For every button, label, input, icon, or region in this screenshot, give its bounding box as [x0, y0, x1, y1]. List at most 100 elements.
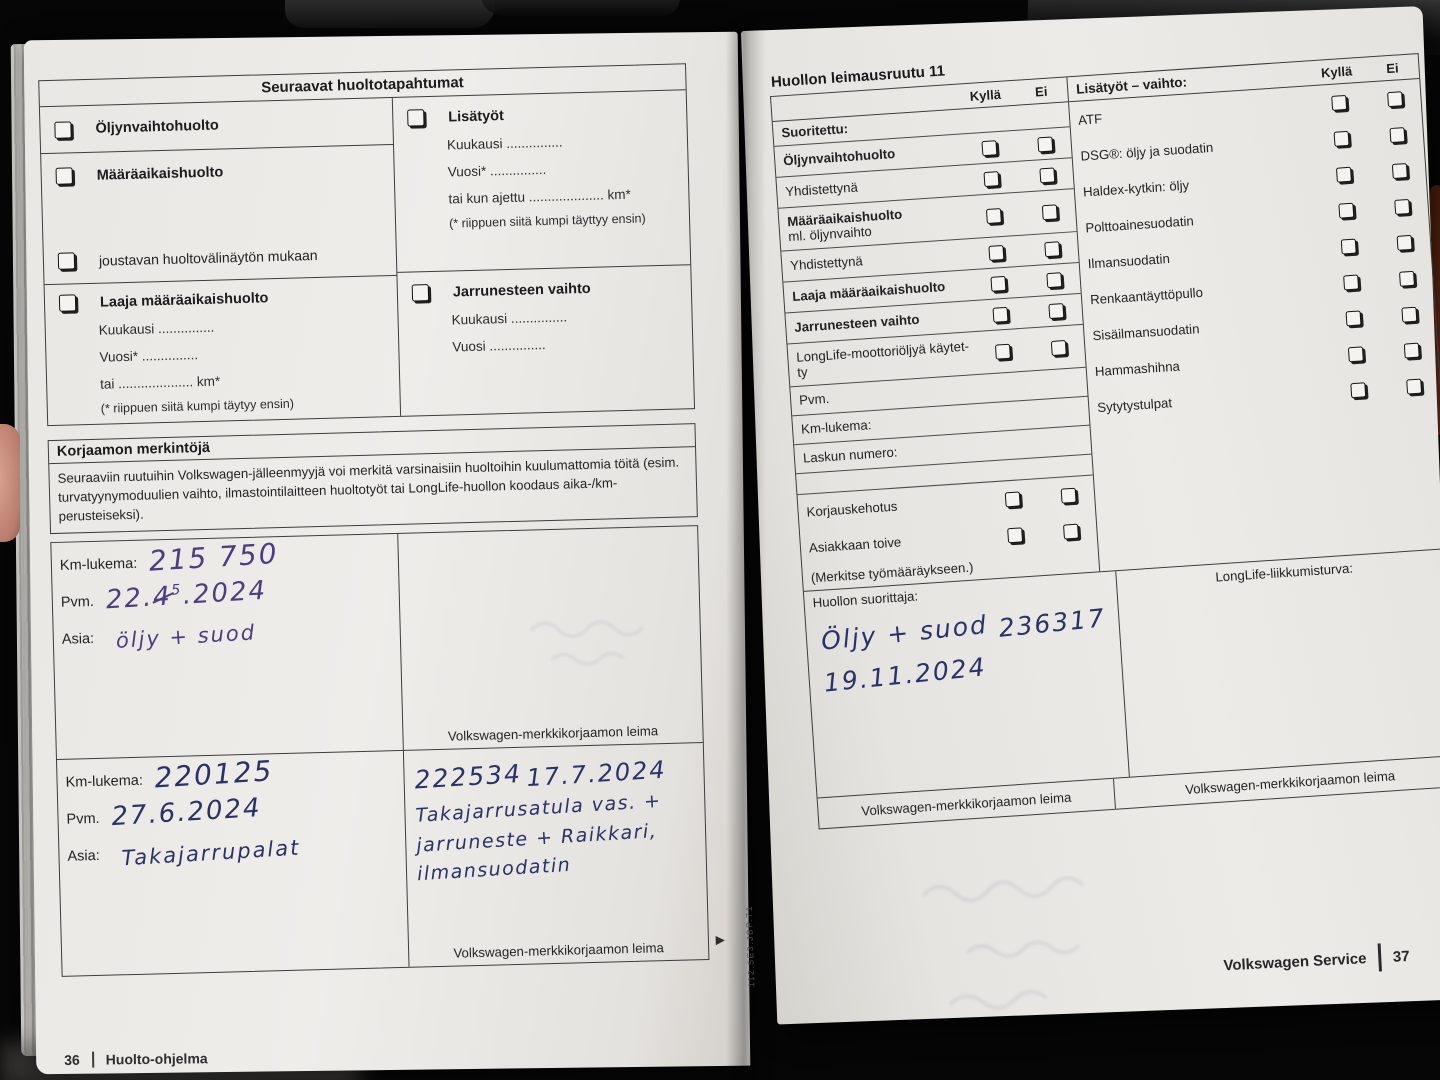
background-object — [285, 0, 495, 28]
kylla-checkbox[interactable] — [1340, 238, 1357, 255]
kylla-checkbox[interactable] — [1344, 309, 1361, 326]
stamp-area: Volkswagen-merkkikorjaamon leima — [398, 527, 703, 751]
footer-divider — [1377, 943, 1382, 972]
ei-checkbox[interactable] — [1043, 240, 1060, 257]
month-field: Kuukausi ............... — [451, 309, 568, 328]
brand-label: Volkswagen Service — [1222, 949, 1367, 974]
footer-label: Huolto-ohjelma — [105, 1050, 208, 1068]
month-field: Kuukausi ............... — [446, 134, 563, 153]
stamp-box-table: Kyllä Ei Lisätyöt – vaihto: Kyllä Ei Suo… — [769, 53, 1440, 830]
page-number: 37 — [1392, 947, 1410, 966]
year-field: Vuosi ............... — [452, 337, 546, 355]
km-field: tai kun ajettu .................... km* — [448, 186, 631, 207]
yes-header: Kyllä — [969, 86, 1002, 104]
no-header: Ei — [1385, 59, 1400, 76]
ei-checkbox[interactable] — [1393, 198, 1410, 215]
background-object — [1430, 185, 1440, 435]
year-field: Vuosi* ............... — [447, 161, 547, 180]
km-label: Km-lukema: — [59, 556, 138, 575]
footnote: (* riippuen siitä kumpi täyttyy ensin) — [448, 211, 646, 231]
ei-checkbox[interactable] — [1388, 126, 1405, 143]
subject-handwriting: Takajarrupalat — [121, 835, 302, 871]
oil-service-checkbox[interactable] — [54, 120, 72, 139]
entry-row: Km-lukema: 215 750 Pvm. 22.45.2024 Asia:… — [51, 526, 703, 761]
ei-checkbox[interactable] — [1050, 339, 1067, 356]
extended-service-checkbox[interactable] — [58, 294, 77, 312]
km-handwriting: 215 750 — [148, 537, 280, 579]
ei-checkbox[interactable] — [1405, 378, 1422, 395]
right-page: Huollon leimausruutu 11 Kyllä Ei Lisätyö… — [740, 6, 1440, 1025]
kylla-checkbox[interactable] — [1004, 490, 1021, 507]
kylla-checkbox[interactable] — [1333, 130, 1350, 147]
additional-work-label: Lisätyöt — [448, 107, 505, 126]
additional-work-checkbox[interactable] — [407, 109, 425, 127]
ei-checkbox[interactable] — [1041, 203, 1058, 220]
ei-checkbox[interactable] — [1396, 234, 1413, 251]
ei-checkbox[interactable] — [1045, 271, 1062, 288]
ink-bleed-ghost — [529, 620, 644, 666]
entry-row: Km-lukema: 220125 Pvm. 27.6.2024 Asia: T… — [57, 743, 709, 977]
scheduled-service-checkbox[interactable] — [55, 167, 73, 185]
kylla-checkbox[interactable] — [994, 343, 1011, 360]
kylla-checkbox[interactable] — [985, 207, 1002, 224]
flexible-service-checkbox[interactable] — [57, 252, 76, 270]
left-page-footer: 36 Huolto-ohjelma — [64, 1050, 208, 1068]
kylla-checkbox[interactable] — [1349, 381, 1366, 398]
extended-service-label: Laaja määräaikaishuolto — [99, 289, 269, 311]
next-page-arrow-icon: ▶ — [715, 932, 726, 948]
subject-label: Asia: — [61, 631, 95, 649]
date-label: Pvm. — [60, 594, 95, 612]
longlife-label: LongLife-liikkumisturva: — [1214, 560, 1354, 585]
right-page-footer: Volkswagen Service 37 — [1222, 942, 1410, 979]
footer-divider — [91, 1051, 94, 1068]
km-label: Km-lukema: — [65, 773, 144, 792]
year-field: Vuosi* ............... — [99, 347, 199, 365]
kylla-checkbox[interactable] — [980, 139, 997, 156]
brake-fluid-checkbox[interactable] — [411, 284, 430, 302]
month-field: Kuukausi ............... — [98, 319, 215, 338]
ei-checkbox[interactable] — [1386, 90, 1403, 107]
stamp-area: 222534 17.7.2024 Takajarrusatula vas. + … — [404, 743, 709, 967]
ei-checkbox[interactable] — [1400, 306, 1417, 323]
kylla-checkbox[interactable] — [989, 275, 1006, 292]
kylla-checkbox[interactable] — [1347, 345, 1364, 362]
flexible-service-label: joustavan huoltovälinäytön mukaan — [98, 246, 318, 269]
ei-checkbox[interactable] — [1060, 487, 1077, 504]
kylla-checkbox[interactable] — [991, 306, 1008, 323]
ink-bleed-ghost — [921, 876, 1085, 1010]
finger — [0, 424, 20, 542]
no-header: Ei — [1034, 83, 1048, 99]
ei-checkbox[interactable] — [1398, 270, 1415, 287]
kylla-checkbox[interactable] — [1006, 526, 1023, 543]
kylla-checkbox[interactable] — [1330, 94, 1347, 111]
km-field: tai .................... km* — [99, 373, 221, 392]
date-handwriting: 22.45.2024 — [104, 576, 268, 616]
date-handwriting: 27.6.2024 — [110, 793, 263, 833]
kylla-checkbox[interactable] — [987, 244, 1004, 261]
footnote: (* riippuen siitä kumpi täytyy ensin) — [100, 396, 295, 416]
stamp-label: Volkswagen-merkkikorjaamon leima — [447, 723, 659, 745]
brake-fluid-label: Jarrunesteen vaihto — [452, 280, 591, 300]
stamp-label: Volkswagen-merkkikorjaamon leima — [453, 940, 664, 962]
oil-service-label: Öljynvaihtohuolto — [95, 117, 219, 137]
kylla-checkbox[interactable] — [982, 170, 999, 187]
ei-checkbox[interactable] — [1047, 302, 1064, 319]
left-page: Seuraavat huoltotapahtumat Öljynvaihtohu… — [23, 31, 751, 1075]
km-handwriting: 220125 — [153, 754, 275, 795]
ei-checkbox[interactable] — [1038, 166, 1055, 183]
performer-handwriting: Öljy + suod 236317 19.11.2024 — [819, 603, 1107, 698]
ei-checkbox[interactable] — [1062, 523, 1079, 540]
subject-label: Asia: — [67, 848, 100, 866]
kylla-checkbox[interactable] — [1335, 166, 1352, 183]
date-label: Pvm. — [66, 811, 100, 829]
page-number: 36 — [64, 1051, 80, 1068]
ei-checkbox[interactable] — [1403, 342, 1420, 359]
ei-checkbox[interactable] — [1036, 136, 1053, 152]
kylla-checkbox[interactable] — [1342, 274, 1359, 290]
kylla-checkbox[interactable] — [1337, 202, 1354, 219]
workshop-notes: Korjaamon merkintöjä Seuraaviin ruutuihi… — [47, 423, 698, 535]
subject-handwriting: öljy + suod — [115, 620, 258, 654]
ei-checkbox[interactable] — [1391, 162, 1408, 179]
second-stamp-handwriting: 222534 17.7.2024 Takajarrusatula vas. + … — [413, 756, 668, 885]
